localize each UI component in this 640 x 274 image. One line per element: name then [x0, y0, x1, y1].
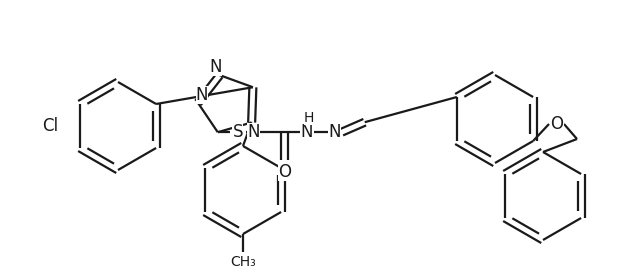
Text: O: O: [550, 115, 563, 133]
Text: CH₃: CH₃: [230, 255, 256, 269]
Text: Cl: Cl: [42, 117, 58, 135]
Text: N: N: [248, 124, 260, 141]
Text: N: N: [209, 58, 222, 76]
Text: H: H: [303, 111, 314, 125]
Text: N: N: [196, 86, 208, 104]
Text: S: S: [232, 123, 243, 141]
Text: O: O: [278, 163, 291, 181]
Text: N: N: [328, 123, 341, 141]
Text: N: N: [301, 123, 313, 141]
